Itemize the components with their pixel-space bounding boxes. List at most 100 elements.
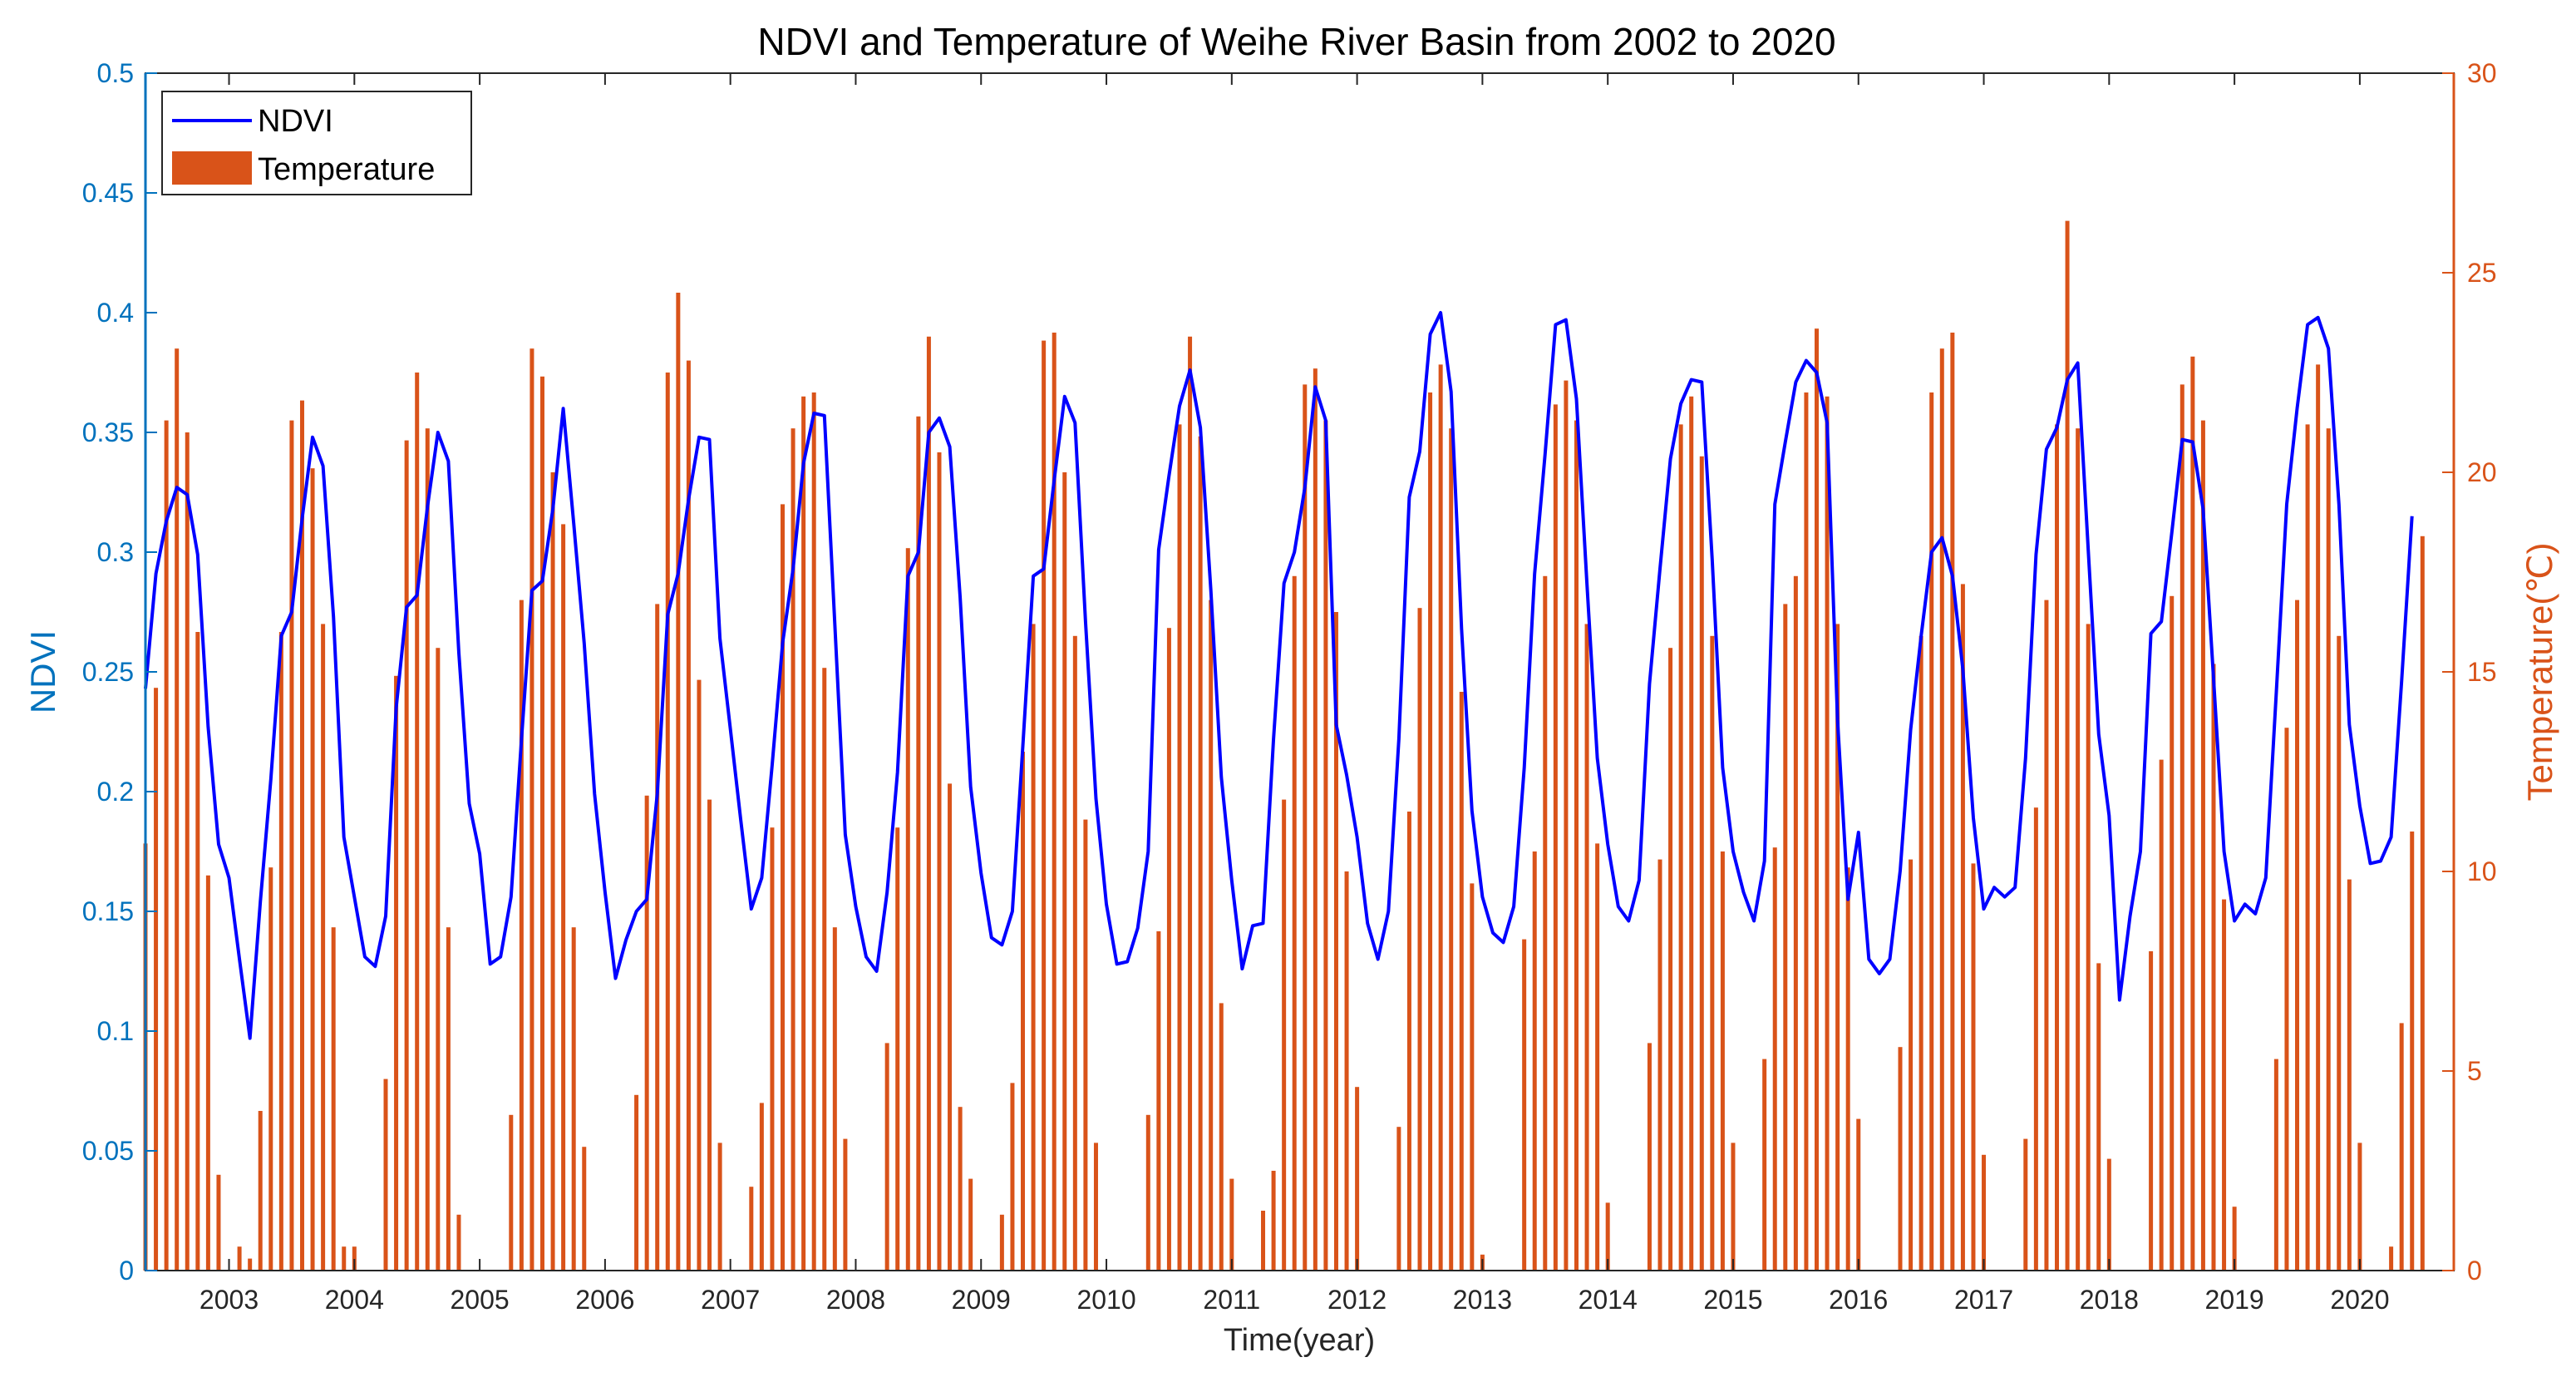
- temperature-bar: [352, 1246, 357, 1271]
- x-axis-tick-label: 2015: [1703, 1285, 1762, 1315]
- left-axis-tick-label: 0: [119, 1256, 134, 1286]
- x-axis-tick-label: 2018: [2080, 1285, 2139, 1315]
- legend-temperature-swatch: [172, 151, 252, 185]
- temperature-bar: [644, 795, 649, 1271]
- temperature-bar: [999, 1214, 1004, 1271]
- temperature-bar: [2170, 595, 2175, 1271]
- temperature-bar: [278, 632, 283, 1271]
- temperature-bar: [1188, 336, 1193, 1271]
- temperature-bar: [2316, 364, 2321, 1271]
- temperature-bar: [1166, 628, 1171, 1271]
- temperature-bar: [2357, 1143, 2362, 1271]
- temperature-bar: [884, 1043, 889, 1271]
- temperature-bar: [1229, 1178, 1234, 1271]
- temperature-bar: [832, 927, 837, 1271]
- x-axis-tick-label: 2008: [826, 1285, 885, 1315]
- temperature-bar: [1950, 333, 1955, 1271]
- temperature-bar: [1574, 420, 1579, 1271]
- left-axis: 0 0.05 0.1 0.15 0.2 0.25 0.3 0.35 0.4 0.45 0.5: [82, 58, 157, 1286]
- left-axis-tick-label: 0.2: [97, 777, 134, 807]
- temperature-bar: [2065, 220, 2070, 1271]
- legend: NDVI Temperature: [161, 91, 472, 195]
- temperature-bar: [1668, 648, 1673, 1271]
- temperature-bar: [1939, 348, 1944, 1271]
- temperature-bar: [289, 420, 294, 1271]
- temperature-bar: [1657, 859, 1662, 1271]
- temperature-bar: [2305, 424, 2310, 1271]
- temperature-bar: [1219, 1003, 1224, 1271]
- temperature-bar: [2232, 1207, 2237, 1271]
- temperature-bar: [676, 293, 681, 1271]
- temperature-bar: [895, 827, 900, 1271]
- temperature-bar: [937, 452, 942, 1271]
- temperature-bar: [2023, 1138, 2028, 1271]
- temperature-bar: [770, 827, 775, 1271]
- temperature-bar: [1584, 624, 1589, 1271]
- temperature-bar: [268, 867, 273, 1271]
- temperature-bar: [1333, 612, 1338, 1271]
- temperature-bar: [446, 927, 451, 1271]
- right-axis-tick-label: 20: [2467, 457, 2497, 487]
- temperature-bar: [1647, 1043, 1652, 1271]
- temperature-bar: [321, 624, 326, 1271]
- x-axis-tick-label: 2006: [575, 1285, 634, 1315]
- temperature-bar: [216, 1174, 221, 1271]
- temperature-bar: [299, 400, 304, 1271]
- temperature-bar: [1177, 424, 1182, 1271]
- temperature-bar: [2273, 1059, 2278, 1271]
- temperature-bar: [1449, 428, 1454, 1271]
- x-axis-tick-label: 2003: [199, 1285, 259, 1315]
- left-axis-tick-label: 0.1: [97, 1016, 134, 1046]
- temperature-bar: [707, 799, 712, 1271]
- x-axis-tick-label: 2013: [1453, 1285, 1512, 1315]
- temperature-bar: [1417, 608, 1422, 1271]
- x-axis: 2003 2004 2005 2006 2007 2008 2009 2010 2011 2012…: [199, 73, 2390, 1315]
- temperature-bar: [1072, 635, 1077, 1271]
- temperature-bar: [926, 336, 931, 1271]
- temperature-bar: [1772, 847, 1777, 1271]
- temperature-bar: [383, 1078, 388, 1271]
- temperature-bar: [1282, 799, 1287, 1271]
- temperature-bar: [1271, 1171, 1276, 1271]
- temperature-bar: [1042, 340, 1047, 1271]
- temperature-bar: [1344, 871, 1349, 1271]
- temperature-bar: [1845, 867, 1850, 1271]
- temperature-bar: [456, 1214, 461, 1271]
- left-axis-label: NDVI: [23, 630, 62, 713]
- temperature-bar: [258, 1111, 263, 1271]
- x-axis-tick-label: 2004: [325, 1285, 384, 1315]
- temperature-bar: [1982, 1154, 1987, 1271]
- temperature-bar: [1145, 1114, 1150, 1271]
- temperature-bar: [1522, 939, 1527, 1271]
- temperature-bar: [1960, 584, 1965, 1271]
- temperature-bar: [1396, 1127, 1401, 1271]
- temperature-bar: [1929, 392, 1934, 1271]
- x-axis-tick-label: 2019: [2205, 1285, 2264, 1315]
- temperature-bar: [1710, 635, 1715, 1271]
- temperature-bar: [1355, 1087, 1360, 1271]
- temperature-bar: [717, 1143, 722, 1271]
- temperature-bar: [1459, 692, 1464, 1271]
- temperature-bar: [2106, 1158, 2111, 1271]
- temperature-bar: [248, 1258, 253, 1271]
- temperature-bar: [164, 420, 169, 1271]
- temperature-bar: [195, 632, 200, 1271]
- left-axis-tick-label: 0.45: [82, 178, 134, 208]
- x-axis-tick-label: 2009: [952, 1285, 1011, 1315]
- temperature-bar: [1553, 404, 1558, 1271]
- temperature-bar: [634, 1094, 639, 1271]
- ndvi-line: [144, 311, 2414, 1040]
- temperature-bar: [2033, 807, 2038, 1271]
- left-axis-tick-label: 0.5: [97, 58, 134, 88]
- right-axis: 0 5 10 15 20 25 30: [2442, 58, 2497, 1286]
- temperature-bar: [185, 432, 190, 1271]
- temperature-bar: [1062, 472, 1067, 1271]
- temperature-bar: [1052, 333, 1057, 1271]
- temperature-bar: [561, 524, 566, 1271]
- temperature-bar: [1804, 392, 1809, 1271]
- temperature-bar: [539, 376, 544, 1271]
- temperature-bar: [2096, 963, 2101, 1271]
- temperature-bar: [1699, 456, 1704, 1271]
- temperature-bar: [415, 373, 420, 1271]
- temperature-bar: [2420, 536, 2425, 1271]
